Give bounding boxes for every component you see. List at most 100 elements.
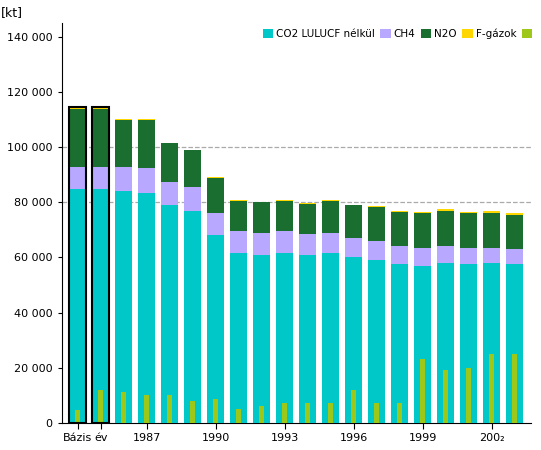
Bar xyxy=(207,213,225,235)
Bar xyxy=(92,166,109,189)
Bar xyxy=(460,212,477,213)
Bar xyxy=(161,205,179,423)
Bar xyxy=(437,247,454,263)
Bar xyxy=(115,191,133,423)
Bar xyxy=(98,390,103,423)
Bar xyxy=(92,108,109,109)
Bar xyxy=(253,202,270,233)
Bar xyxy=(207,235,225,423)
Bar xyxy=(305,403,311,423)
Bar xyxy=(69,109,87,166)
Bar xyxy=(368,260,385,423)
Bar xyxy=(144,395,149,423)
Bar xyxy=(391,247,408,264)
Bar xyxy=(230,200,247,201)
Bar xyxy=(75,410,80,423)
Bar xyxy=(328,403,333,423)
Bar xyxy=(368,206,385,207)
Bar xyxy=(437,209,454,211)
Bar xyxy=(207,178,225,213)
Bar xyxy=(299,203,316,204)
Bar xyxy=(414,248,431,266)
Bar xyxy=(184,150,201,187)
Bar xyxy=(322,253,339,423)
Bar xyxy=(138,120,155,168)
Bar xyxy=(506,212,523,215)
Bar xyxy=(437,263,454,423)
Bar xyxy=(506,249,523,264)
Bar xyxy=(184,187,201,211)
Bar xyxy=(184,211,201,423)
Bar xyxy=(489,354,494,423)
Bar xyxy=(483,248,500,263)
Bar xyxy=(190,400,195,423)
Bar xyxy=(322,233,339,253)
Bar xyxy=(414,213,431,248)
Bar xyxy=(322,201,339,233)
Bar xyxy=(299,255,316,423)
Bar xyxy=(213,399,218,423)
Bar xyxy=(138,119,155,120)
Bar xyxy=(92,109,109,166)
Bar xyxy=(253,233,270,255)
Bar xyxy=(322,200,339,201)
Bar xyxy=(161,182,179,205)
Bar xyxy=(69,166,87,189)
Bar xyxy=(483,263,500,423)
Bar xyxy=(276,253,293,423)
Bar xyxy=(236,409,241,423)
Bar xyxy=(115,166,133,191)
Bar xyxy=(351,390,357,423)
Bar xyxy=(276,231,293,253)
Bar xyxy=(397,403,403,423)
Bar xyxy=(420,359,425,423)
Bar xyxy=(184,149,201,150)
Bar xyxy=(230,253,247,423)
Bar xyxy=(437,211,454,247)
Bar xyxy=(138,168,155,193)
Bar xyxy=(460,248,477,264)
Bar xyxy=(69,108,87,109)
Bar xyxy=(391,212,408,247)
Bar xyxy=(483,211,500,213)
Bar xyxy=(92,108,109,423)
Bar xyxy=(282,403,287,423)
Bar xyxy=(115,119,133,120)
Bar xyxy=(345,238,362,257)
Bar xyxy=(506,264,523,423)
Bar xyxy=(230,201,247,231)
Bar xyxy=(299,204,316,234)
Bar xyxy=(230,231,247,253)
Bar xyxy=(345,205,362,238)
Bar xyxy=(466,368,471,423)
Bar xyxy=(276,201,293,231)
Bar xyxy=(368,207,385,241)
Bar xyxy=(506,215,523,249)
Bar xyxy=(460,213,477,248)
Bar xyxy=(414,266,431,423)
Bar xyxy=(299,234,316,255)
Legend: CO2 LULUCF nélkül, CH4, N2O, F-gázok, : CO2 LULUCF nélkül, CH4, N2O, F-gázok, xyxy=(262,29,535,39)
Bar xyxy=(253,255,270,423)
Text: [kt]: [kt] xyxy=(1,6,23,19)
Bar xyxy=(69,108,87,423)
Bar xyxy=(115,120,133,166)
Bar xyxy=(207,177,225,178)
Bar xyxy=(69,189,87,423)
Bar xyxy=(92,189,109,423)
Bar xyxy=(167,395,172,423)
Bar xyxy=(368,241,385,260)
Bar xyxy=(512,354,517,423)
Bar xyxy=(414,212,431,213)
Bar xyxy=(138,193,155,423)
Bar xyxy=(374,403,379,423)
Bar xyxy=(391,264,408,423)
Bar xyxy=(276,200,293,201)
Bar xyxy=(259,406,264,423)
Bar xyxy=(483,213,500,248)
Bar xyxy=(345,257,362,423)
Bar xyxy=(443,370,448,423)
Bar xyxy=(161,143,179,182)
Bar xyxy=(460,264,477,423)
Bar xyxy=(121,392,126,423)
